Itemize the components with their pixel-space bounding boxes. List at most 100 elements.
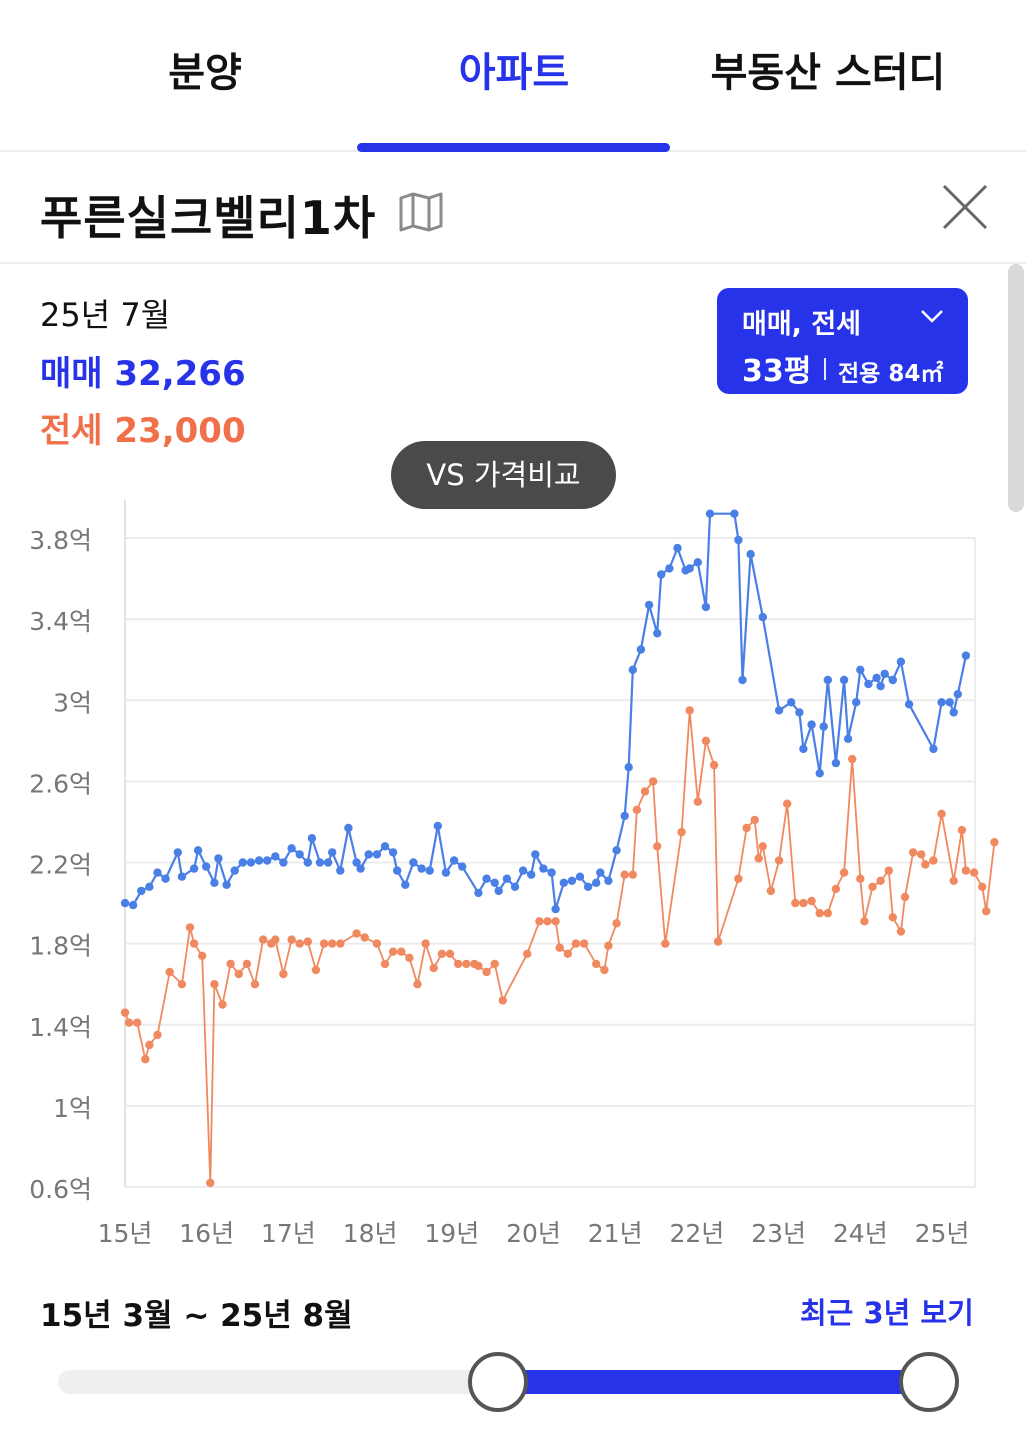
jeonse-data-point[interactable] (405, 953, 414, 962)
sale-data-point[interactable] (137, 886, 146, 896)
sale-data-point[interactable] (352, 858, 361, 867)
tab-presale[interactable]: 분양 (168, 50, 242, 96)
jeonse-data-point[interactable] (917, 850, 926, 859)
jeonse-data-point[interactable] (145, 1040, 154, 1050)
jeonse-data-point[interactable] (600, 965, 609, 975)
sale-data-point[interactable] (380, 842, 390, 851)
sale-data-point[interactable] (945, 698, 954, 707)
jeonse-data-point[interactable] (311, 965, 321, 975)
jeonse-data-point[interactable] (978, 882, 987, 891)
jeonse-data-point[interactable] (921, 860, 930, 869)
jeonse-data-point[interactable] (888, 913, 897, 922)
sale-data-point[interactable] (344, 823, 353, 833)
jeonse-data-point[interactable] (250, 980, 260, 989)
jeonse-data-point[interactable] (352, 929, 361, 938)
sale-data-point[interactable] (758, 612, 767, 622)
sale-data-point[interactable] (490, 878, 499, 887)
sale-data-point[interactable] (230, 866, 239, 875)
jeonse-data-point[interactable] (799, 898, 808, 908)
jeonse-data-point[interactable] (648, 777, 658, 786)
jeonse-data-point[interactable] (579, 939, 589, 948)
sale-data-point[interactable] (880, 669, 889, 679)
sale-data-point[interactable] (559, 878, 568, 887)
sale-data-point[interactable] (433, 821, 442, 831)
sale-data-point[interactable] (665, 564, 674, 573)
sale-data-point[interactable] (214, 854, 223, 863)
jeonse-data-point[interactable] (685, 706, 694, 715)
sale-data-point[interactable] (953, 690, 962, 699)
jeonse-data-point[interactable] (523, 949, 532, 958)
sale-data-point[interactable] (189, 864, 199, 873)
jeonse-data-point[interactable] (295, 939, 304, 948)
jeonse-data-point[interactable] (783, 799, 792, 808)
jeonse-data-point[interactable] (413, 980, 422, 989)
sale-data-point[interactable] (527, 870, 536, 879)
scrollbar[interactable] (1008, 264, 1024, 512)
jeonse-data-point[interactable] (319, 939, 329, 948)
jeonse-data-point[interactable] (896, 927, 906, 936)
sale-data-point[interactable] (441, 868, 451, 877)
sale-data-point[interactable] (417, 864, 426, 873)
sale-data-point[interactable] (531, 850, 540, 859)
sale-data-point[interactable] (210, 878, 219, 887)
jeonse-data-point[interactable] (734, 874, 743, 883)
jeonse-data-point[interactable] (750, 815, 759, 825)
map-icon[interactable] (398, 192, 444, 232)
sale-data-point[interactable] (547, 868, 556, 877)
jeonse-data-point[interactable] (693, 797, 702, 806)
jeonse-data-point[interactable] (957, 825, 967, 835)
jeonse-data-point[interactable] (807, 896, 816, 906)
jeonse-data-point[interactable] (490, 959, 499, 969)
sale-data-point[interactable] (222, 880, 231, 889)
sale-data-point[interactable] (961, 651, 971, 660)
sale-data-point[interactable] (815, 769, 824, 778)
jeonse-data-point[interactable] (876, 876, 885, 885)
sale-data-point[interactable] (896, 657, 906, 666)
sale-data-point[interactable] (202, 862, 211, 871)
sale-data-point[interactable] (904, 700, 914, 709)
sale-data-point[interactable] (685, 564, 694, 573)
jeonse-data-point[interactable] (929, 856, 938, 865)
jeonse-data-point[interactable] (535, 917, 544, 926)
jeonse-data-point[interactable] (640, 787, 650, 796)
jeonse-data-point[interactable] (628, 870, 637, 879)
jeonse-data-point[interactable] (133, 1018, 142, 1027)
sale-data-point[interactable] (657, 570, 666, 579)
jeonse-data-point[interactable] (279, 969, 288, 979)
jeonse-data-point[interactable] (177, 980, 187, 989)
sale-data-point[interactable] (388, 848, 398, 857)
recent-3-years-button[interactable]: 최근 3년 보기 (800, 1296, 974, 1330)
sale-data-point[interactable] (364, 850, 373, 859)
jeonse-data-point[interactable] (210, 980, 219, 989)
sale-data-point[interactable] (929, 744, 938, 754)
sale-data-point[interactable] (628, 665, 637, 674)
jeonse-data-point[interactable] (604, 941, 613, 950)
jeonse-data-point[interactable] (571, 939, 581, 948)
jeonse-data-point[interactable] (848, 754, 857, 764)
range-start-handle[interactable] (468, 1352, 529, 1412)
sale-data-point[interactable] (393, 866, 402, 875)
jeonse-data-point[interactable] (709, 760, 719, 770)
sale-data-point[interactable] (145, 882, 154, 891)
jeonse-data-point[interactable] (815, 909, 824, 918)
jeonse-data-point[interactable] (124, 1018, 134, 1027)
sale-data-point[interactable] (738, 675, 747, 685)
sale-data-point[interactable] (518, 866, 528, 875)
jeonse-data-point[interactable] (372, 939, 382, 948)
sale-data-point[interactable] (592, 878, 601, 887)
sale-data-point[interactable] (872, 673, 881, 683)
sale-data-point[interactable] (567, 876, 577, 885)
sale-data-point[interactable] (795, 708, 804, 717)
sale-data-point[interactable] (539, 864, 548, 873)
tab-apartment[interactable]: 아파트 (458, 50, 570, 96)
jeonse-data-point[interactable] (165, 967, 174, 977)
sale-data-point[interactable] (693, 558, 702, 567)
sale-data-point[interactable] (510, 882, 520, 891)
sale-data-point[interactable] (807, 720, 816, 729)
jeonse-data-point[interactable] (234, 969, 243, 979)
sale-data-point[interactable] (799, 744, 808, 754)
sale-data-point[interactable] (315, 858, 325, 867)
sale-data-point[interactable] (128, 900, 138, 910)
jeonse-data-point[interactable] (969, 868, 979, 877)
sale-data-point[interactable] (583, 882, 593, 891)
